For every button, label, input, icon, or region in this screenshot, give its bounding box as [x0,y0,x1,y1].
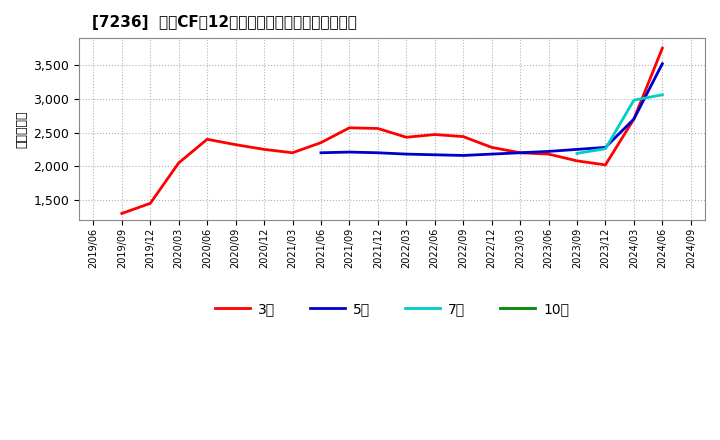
Text: [7236]  営業CFだ12か月移動合計の標準偏差の推移: [7236] 営業CFだ12か月移動合計の標準偏差の推移 [91,15,356,30]
7年 [629,98,638,103]
Line: 7年: 7年 [577,95,662,154]
3年 [317,140,325,145]
3年 [629,117,638,122]
5年 [431,152,439,158]
3年 [260,147,269,152]
Line: 5年: 5年 [321,64,662,155]
5年 [658,61,667,66]
5年 [459,153,467,158]
5年 [374,150,382,155]
5年 [629,117,638,122]
3年 [516,150,524,155]
5年 [516,150,524,155]
5年 [601,145,610,150]
3年 [174,160,183,165]
Legend: 3年, 5年, 7年, 10年: 3年, 5年, 7年, 10年 [210,296,575,322]
3年 [203,137,212,142]
Line: 3年: 3年 [122,48,662,213]
3年 [431,132,439,137]
3年 [402,135,410,140]
3年 [117,211,126,216]
5年 [402,151,410,157]
3年 [231,142,240,147]
3年 [459,134,467,139]
3年 [544,151,553,157]
5年 [345,150,354,155]
3年 [487,145,496,150]
3年 [146,201,155,206]
7年 [601,146,610,151]
3年 [658,46,667,51]
5年 [544,149,553,154]
7年 [572,151,581,156]
3年 [601,162,610,168]
5年 [317,150,325,155]
5年 [572,147,581,152]
5年 [487,151,496,157]
3年 [288,150,297,155]
Y-axis label: （百万円）: （百万円） [15,110,28,148]
7年 [658,92,667,97]
3年 [345,125,354,130]
3年 [374,126,382,131]
3年 [572,158,581,164]
